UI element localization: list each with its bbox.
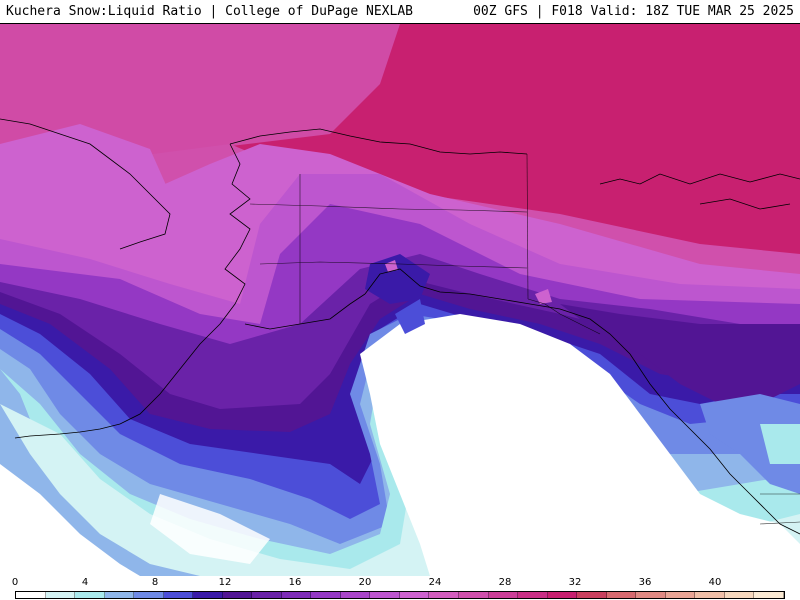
field-pink-violet-west (0, 124, 170, 229)
field-bc-low (760, 424, 800, 464)
legend-swatch (104, 592, 135, 598)
chukotka-coast (0, 118, 171, 250)
field-bc-blue (700, 394, 800, 494)
south-coast (364, 268, 800, 535)
legend-tick: 36 (638, 577, 652, 588)
color-legend: 0 4 8 12 16 20 24 28 32 36 40 (0, 576, 800, 600)
legend-swatch (16, 592, 46, 598)
legend-color-bar (15, 591, 785, 599)
legend-tick: 28 (498, 577, 512, 588)
field-sw-none (0, 464, 140, 576)
legend-tick: 0 (11, 577, 19, 588)
legend-tick: 40 (708, 577, 722, 588)
legend-tick-labels: 0 4 8 12 16 20 24 28 32 36 40 (0, 576, 800, 590)
legend-swatch (252, 592, 282, 598)
legend-swatch (222, 592, 253, 598)
legend-tick: 20 (358, 577, 372, 588)
legend-swatch (370, 592, 400, 598)
arctic-islands (599, 173, 800, 185)
product-title: Kuchera Snow:Liquid Ratio | College of D… (6, 4, 413, 19)
legend-swatch (340, 592, 371, 598)
legend-tick: 4 (81, 577, 89, 588)
legend-swatch (458, 592, 489, 598)
arctic-islands-2 (699, 198, 791, 210)
legend-swatch (281, 592, 312, 598)
wa-or-border (759, 521, 800, 525)
legend-tick: 8 (151, 577, 159, 588)
legend-tick: 12 (218, 577, 232, 588)
legend-tick: 32 (568, 577, 582, 588)
legend-swatch (311, 592, 341, 598)
alaska-yukon-border (526, 153, 529, 300)
field-cook-inlet (395, 299, 425, 334)
legend-swatch (193, 592, 223, 598)
legend-swatch (399, 592, 430, 598)
legend-swatch (429, 592, 459, 598)
legend-tick: 24 (428, 577, 442, 588)
field-alaska-range (365, 254, 430, 304)
peninsula-coast (244, 293, 366, 330)
legend-tick: 16 (288, 577, 302, 588)
aleutian-chain (14, 323, 221, 439)
map-canvas (0, 24, 800, 576)
field-peak-east (535, 289, 552, 304)
field-bc-purple (560, 304, 800, 404)
panhandle-border (527, 298, 601, 335)
legend-swatch (45, 592, 76, 598)
field-peak (385, 260, 398, 272)
legend-swatch (547, 592, 578, 598)
model-run-valid-time: 00Z GFS | F018 Valid: 18Z TUE MAR 25 202… (473, 4, 794, 19)
legend-swatch (518, 592, 548, 598)
coastlines (0, 118, 800, 535)
legend-swatch (134, 592, 164, 598)
legend-swatch (665, 592, 696, 598)
legend-swatch (577, 592, 607, 598)
legend-swatch (488, 592, 519, 598)
title-bar: Kuchera Snow:Liquid Ratio | College of D… (0, 0, 800, 24)
legend-swatch (75, 592, 105, 598)
legend-swatch (695, 592, 725, 598)
borders (249, 153, 800, 525)
legend-swatch (754, 592, 784, 598)
field-ocean-none (360, 314, 800, 576)
field-sw-patch (150, 494, 270, 564)
weather-map[interactable] (0, 24, 800, 576)
north-coast (229, 128, 528, 155)
legend-swatch (606, 592, 637, 598)
west-coast (219, 143, 251, 325)
region-line-1 (249, 203, 528, 213)
legend-swatch (636, 592, 666, 598)
legend-swatch (163, 592, 194, 598)
legend-swatch (724, 592, 755, 598)
